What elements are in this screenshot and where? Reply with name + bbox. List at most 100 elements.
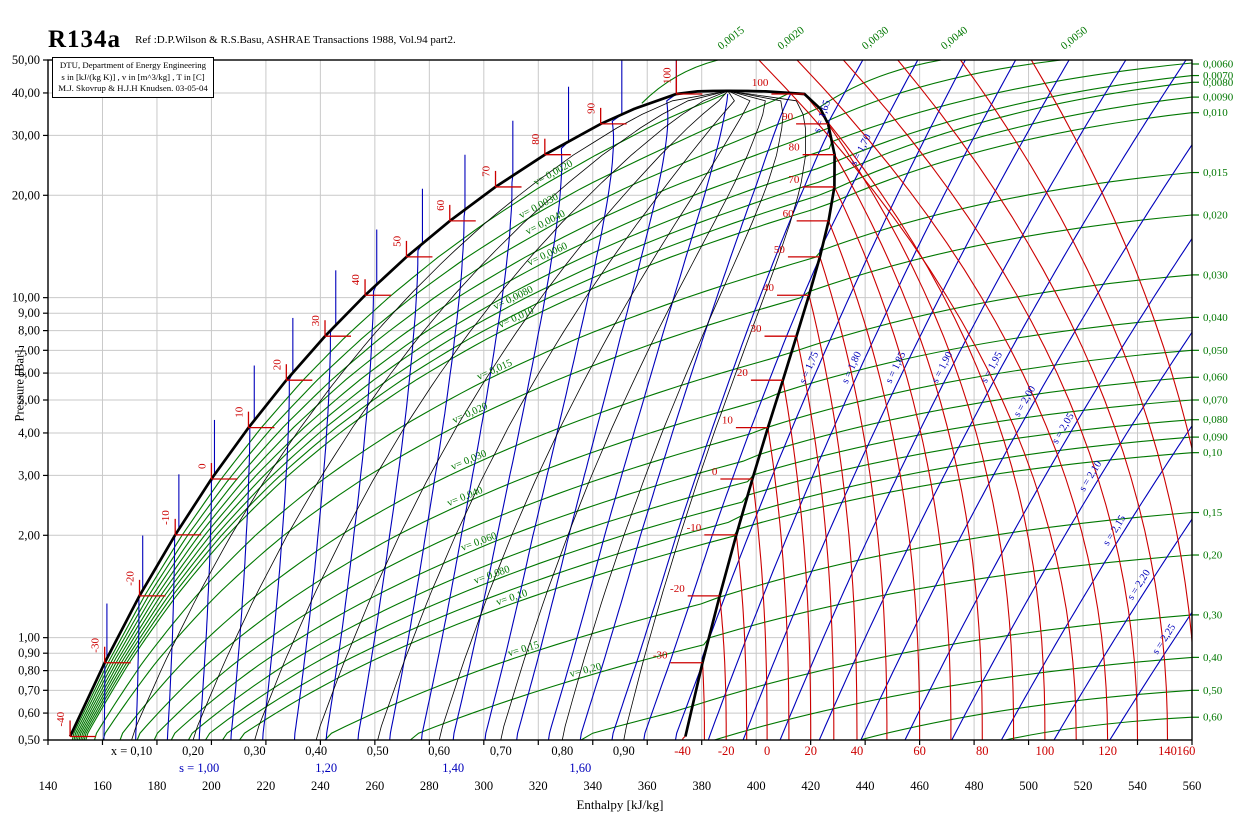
isentrope-curve (1000, 424, 1192, 740)
isochore-right-label: 0,050 (1203, 345, 1228, 357)
isotherm-curve (803, 93, 1046, 740)
vapor-tick-label: 0 (712, 466, 718, 478)
quality-bottom-label: 0,90 (613, 744, 635, 758)
x-axis-tick-label: 280 (420, 779, 439, 793)
isochore-curve (222, 515, 743, 740)
liquid-tick-label: 40 (350, 274, 362, 286)
info-box-line3: M.J. Skovrup & H.J.H Knudsen. 03-05-04 (58, 83, 208, 93)
isochore-inside-label: v= 0,015 (475, 358, 514, 383)
y-axis-tick-label: 0,80 (18, 664, 40, 678)
y-axis-tick-label: 0,50 (18, 733, 40, 747)
isochore-inside-label: v= 0,060 (460, 531, 499, 554)
vapor-tick-label: 50 (774, 244, 786, 256)
isotherm-curve (758, 60, 1077, 740)
isentrope-bottom-label: 1,60 (569, 761, 591, 775)
isochore-curve-superheat (692, 614, 1192, 707)
page-title: R134a (48, 26, 122, 53)
isochore-top-label: 0,0020 (775, 24, 807, 52)
x-axis-tick-label: 260 (366, 779, 385, 793)
isotherm-curve (842, 60, 1139, 740)
liquid-tick-label: -40 (55, 711, 67, 726)
isotherm-bottom-label: 80 (976, 744, 989, 758)
isotherm-curve (827, 123, 1015, 740)
isentrope-curve (674, 60, 966, 740)
isentrope-curve (103, 658, 108, 740)
isentrope-curve (579, 93, 792, 740)
isochore-curve-superheat (818, 60, 942, 109)
vapor-tick-label: 40 (763, 282, 775, 294)
saturation-dome (68, 89, 836, 738)
isochore-inside-label: v= 0,040 (446, 485, 485, 509)
isochore-inside-label: v= 0,20 (569, 661, 603, 680)
liquid-tick-label: 20 (271, 359, 283, 371)
grid (48, 60, 1192, 740)
x-axis-tick-label: 160 (93, 779, 112, 793)
isentrope-curve (484, 113, 623, 740)
isochore-top-label: 0,0015 (716, 24, 748, 52)
quality-curve (500, 90, 766, 740)
vapor-tick-label: 80 (789, 142, 801, 154)
isochore-right-label: 0,020 (1203, 210, 1228, 222)
isochore-right-label: 0,040 (1203, 312, 1228, 324)
liquid-tick-label: 0 (196, 463, 208, 469)
bottom-annotations: x = 0,10 0,20 0,30 0,40 0,50 0,60 0,70 0,80 0,90… (111, 744, 1195, 775)
isentrope-curve (389, 209, 466, 740)
isochore-curve-superheat (821, 171, 1192, 251)
vapor-tick-label: 100 (752, 77, 769, 89)
isentrope-curve (707, 60, 1017, 740)
liquid-tick-label: -20 (125, 571, 137, 586)
isotherm-curve (819, 256, 888, 740)
liquid-tick-label: 100 (661, 67, 673, 84)
x-axis-tick-label: 500 (1019, 779, 1038, 793)
y-axis-tick-label: 10,00 (12, 291, 40, 305)
quality-curve (131, 90, 728, 740)
isochore-curve-superheat (791, 274, 1192, 353)
isotherm-bottom-label: 120 (1098, 744, 1117, 758)
liquid-tick-label: -10 (160, 510, 172, 525)
isotherm-bottom-label: 20 (804, 744, 817, 758)
isochore-curve (153, 426, 769, 740)
isochore-curve-superheat (737, 452, 1192, 530)
y-axis-tick-label: 1,00 (18, 631, 40, 645)
isochore-curve (80, 161, 835, 740)
quality-curve (623, 90, 807, 740)
isochore-curve-superheat (719, 511, 1192, 598)
isotherm-curves (675, 60, 1192, 740)
isentrope-curve (860, 143, 1192, 740)
y-axis-tick-label: 2,00 (18, 528, 40, 542)
isentrope-curve (951, 331, 1192, 740)
isochore-curve (170, 453, 761, 740)
liquid-tick-label: 80 (530, 133, 542, 145)
isochore-curve (81, 175, 835, 740)
isentrope-curve (135, 590, 144, 740)
isentrope-curve (420, 175, 514, 740)
isochore-curve (85, 202, 832, 740)
isochore-curve (136, 392, 780, 740)
y-axis-tick-label: 0,60 (18, 706, 40, 720)
liquid-tick-label: -30 (90, 638, 102, 653)
isochore-right-label: 0,070 (1203, 395, 1228, 407)
quality-bottom-label: 0,40 (305, 744, 327, 758)
isochore-inside-label: v= 0,10 (495, 588, 529, 608)
x-axis-tick-label: 180 (148, 779, 167, 793)
isochore-right-label: 0,15 (1203, 507, 1223, 519)
isochore-inside-label: v= 0,080 (472, 564, 511, 587)
isentrope-curve (742, 60, 1070, 740)
isotherm-bottom-label: -20 (718, 744, 735, 758)
x-axis-tick-label: 380 (692, 779, 711, 793)
isentrope-bottom-label: s = 1,00 (179, 761, 219, 775)
isotherm-curve (701, 662, 705, 740)
liquid-tick-label: 90 (586, 102, 598, 114)
isotherm-curve (719, 595, 727, 740)
isentrope-curve (1109, 611, 1192, 740)
isochore-curve (239, 528, 739, 740)
isochore-curve (78, 141, 833, 740)
isochore-curve (409, 637, 710, 740)
vapor-tick-label: 10 (722, 415, 734, 427)
liquid-tick-label: 30 (310, 315, 322, 327)
vapor-tick-label: -30 (653, 650, 668, 662)
isentrope-curve (516, 93, 677, 740)
x-axis-tick-label: 420 (801, 779, 820, 793)
isochore-right-label: 0,010 (1203, 107, 1228, 119)
y-axis-tick-label: 6,00 (18, 366, 40, 380)
